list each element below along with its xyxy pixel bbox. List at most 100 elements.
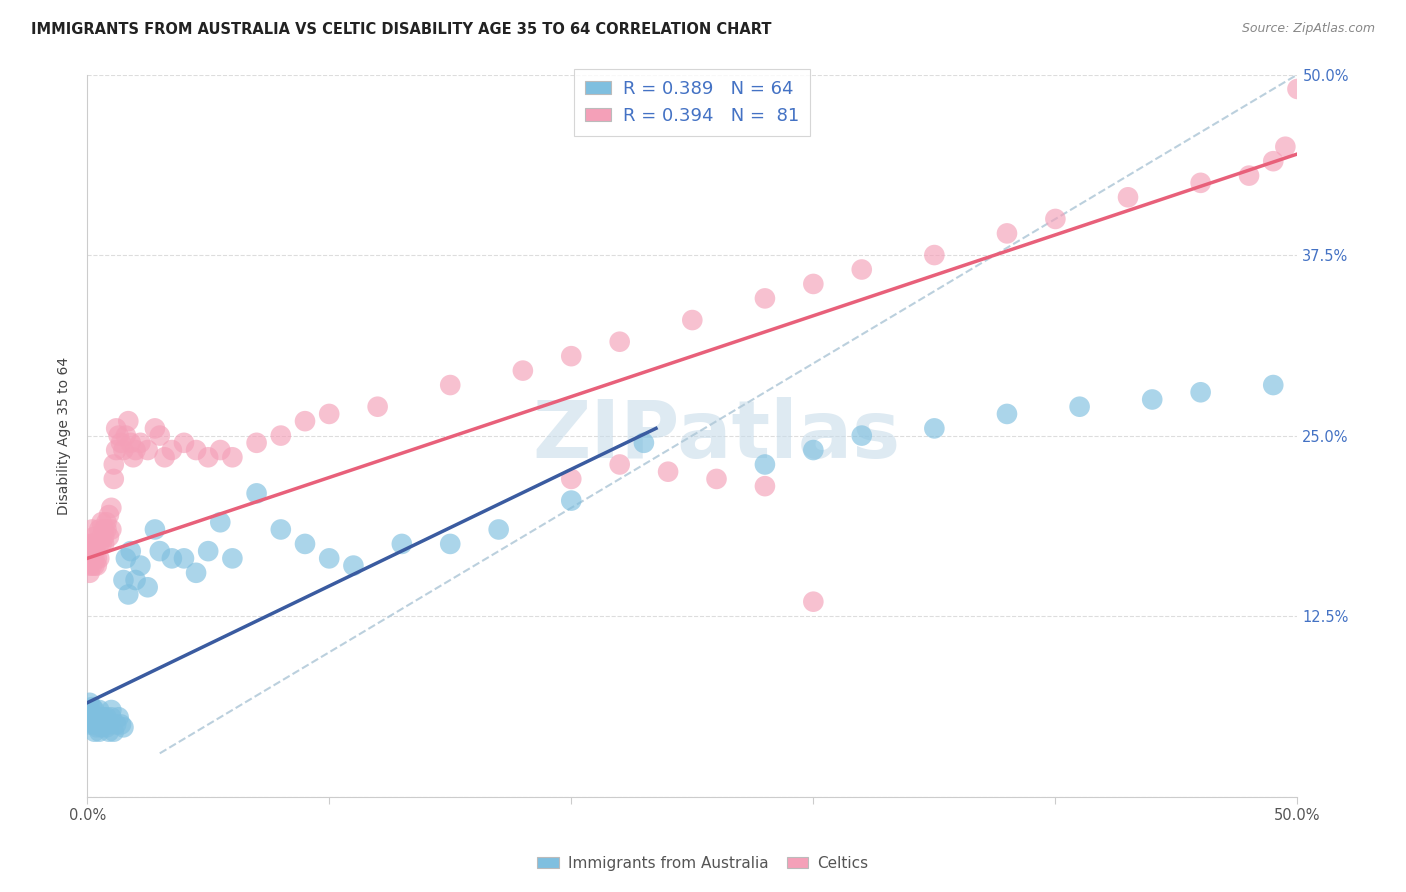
Point xyxy=(100,500,122,515)
Point xyxy=(633,435,655,450)
Point xyxy=(79,696,101,710)
Point xyxy=(560,472,582,486)
Point xyxy=(801,595,824,609)
Point xyxy=(995,407,1018,421)
Point xyxy=(79,566,101,580)
Point xyxy=(80,523,103,537)
Text: ZIPatlas: ZIPatlas xyxy=(533,397,901,475)
Point xyxy=(246,486,269,500)
Point xyxy=(90,717,112,731)
Point xyxy=(83,710,105,724)
Point xyxy=(560,493,582,508)
Point xyxy=(294,537,316,551)
Point xyxy=(112,443,135,458)
Point xyxy=(1274,140,1296,154)
Legend: Immigrants from Australia, Celtics: Immigrants from Australia, Celtics xyxy=(531,850,875,877)
Point xyxy=(1116,190,1139,204)
Point xyxy=(100,703,122,717)
Point xyxy=(1045,211,1067,226)
Point xyxy=(97,530,120,544)
Y-axis label: Disability Age 35 to 64: Disability Age 35 to 64 xyxy=(58,357,72,515)
Point xyxy=(318,407,340,421)
Point xyxy=(129,558,152,573)
Point xyxy=(367,400,389,414)
Text: IMMIGRANTS FROM AUSTRALIA VS CELTIC DISABILITY AGE 35 TO 64 CORRELATION CHART: IMMIGRANTS FROM AUSTRALIA VS CELTIC DISA… xyxy=(31,22,772,37)
Point xyxy=(1069,400,1091,414)
Point xyxy=(93,710,115,724)
Point xyxy=(89,537,111,551)
Point xyxy=(80,558,103,573)
Point xyxy=(136,443,159,458)
Point xyxy=(1189,385,1212,400)
Point xyxy=(105,717,128,731)
Point xyxy=(851,262,873,277)
Point xyxy=(439,378,461,392)
Point xyxy=(801,277,824,291)
Point xyxy=(184,566,207,580)
Point xyxy=(173,551,195,566)
Point xyxy=(1263,378,1285,392)
Point xyxy=(79,537,101,551)
Point xyxy=(83,724,105,739)
Point xyxy=(107,710,129,724)
Point xyxy=(107,428,129,442)
Point xyxy=(143,523,166,537)
Point xyxy=(209,443,232,458)
Point xyxy=(97,724,120,739)
Point xyxy=(851,428,873,442)
Point xyxy=(117,587,139,601)
Legend: R = 0.389   N = 64, R = 0.394   N =  81: R = 0.389 N = 64, R = 0.394 N = 81 xyxy=(575,69,810,136)
Point xyxy=(318,551,340,566)
Point xyxy=(80,551,103,566)
Point xyxy=(90,515,112,529)
Point xyxy=(86,720,108,734)
Point xyxy=(86,714,108,729)
Point xyxy=(96,710,118,724)
Point xyxy=(86,558,108,573)
Point xyxy=(342,558,364,573)
Point xyxy=(93,523,115,537)
Point xyxy=(79,544,101,558)
Point xyxy=(706,472,728,486)
Point xyxy=(86,537,108,551)
Point xyxy=(153,450,176,465)
Point xyxy=(560,349,582,363)
Point xyxy=(83,530,105,544)
Point xyxy=(120,435,142,450)
Point xyxy=(197,450,219,465)
Point xyxy=(184,443,207,458)
Point xyxy=(83,717,105,731)
Point xyxy=(93,530,115,544)
Point xyxy=(197,544,219,558)
Point xyxy=(924,248,946,262)
Point xyxy=(609,458,631,472)
Point xyxy=(90,530,112,544)
Point xyxy=(439,537,461,551)
Point xyxy=(103,472,125,486)
Point xyxy=(79,717,101,731)
Point xyxy=(160,551,183,566)
Point xyxy=(79,558,101,573)
Point xyxy=(995,227,1018,241)
Point xyxy=(80,700,103,714)
Point xyxy=(391,537,413,551)
Point xyxy=(115,551,138,566)
Point xyxy=(100,523,122,537)
Point xyxy=(79,703,101,717)
Point xyxy=(86,551,108,566)
Point xyxy=(80,537,103,551)
Point xyxy=(90,537,112,551)
Text: Source: ZipAtlas.com: Source: ZipAtlas.com xyxy=(1241,22,1375,36)
Point xyxy=(115,428,138,442)
Point xyxy=(122,450,145,465)
Point xyxy=(1142,392,1164,407)
Point xyxy=(143,421,166,435)
Point xyxy=(173,435,195,450)
Point xyxy=(681,313,703,327)
Point xyxy=(105,443,128,458)
Point xyxy=(89,724,111,739)
Point xyxy=(103,458,125,472)
Point xyxy=(136,580,159,594)
Point xyxy=(110,717,132,731)
Point xyxy=(1237,169,1260,183)
